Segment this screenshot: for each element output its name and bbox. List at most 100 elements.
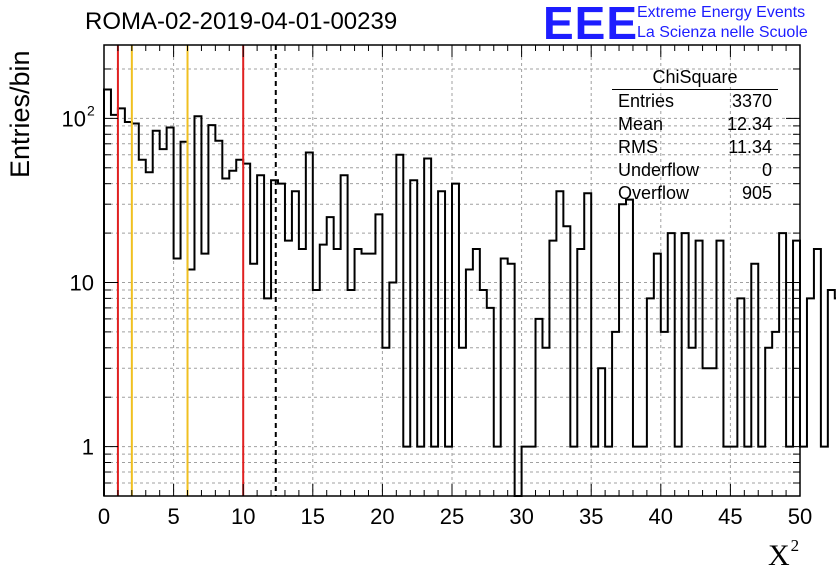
histogram-bin <box>765 348 772 496</box>
histogram-bin <box>271 180 278 496</box>
histogram-bin <box>612 332 619 496</box>
x-tick-label: 0 <box>98 504 110 529</box>
histogram-bin <box>786 447 793 496</box>
histogram-bin <box>410 180 417 496</box>
histogram-bin <box>779 233 786 496</box>
x-tick-label: 50 <box>788 504 812 529</box>
stats-value: 12.34 <box>726 114 772 134</box>
histogram-bin <box>382 348 389 496</box>
histogram-bin <box>292 191 299 496</box>
stats-row-entries: Entries 3370 <box>612 90 778 113</box>
histogram-bin <box>222 179 229 496</box>
histogram-bin <box>737 298 744 496</box>
histogram-bin <box>424 158 431 496</box>
histogram-bin <box>153 131 160 496</box>
histogram-bin <box>675 447 682 496</box>
x-axis-label-base: X <box>768 539 790 572</box>
histogram-bin <box>501 259 508 496</box>
histogram-bin <box>542 348 549 496</box>
histogram-bin <box>668 233 675 496</box>
x-tick-label: 5 <box>167 504 179 529</box>
stats-box: ChiSquare Entries 3370 Mean 12.34 RMS 11.34… <box>612 66 778 205</box>
histogram-bin <box>494 447 501 496</box>
histogram-bin <box>125 122 132 496</box>
histogram-bin <box>633 447 640 496</box>
histogram-bin <box>459 348 466 496</box>
histogram-bin <box>591 447 598 496</box>
histogram-bin <box>257 175 264 496</box>
histogram-bin <box>716 241 723 496</box>
x-tick-label: 30 <box>509 504 533 529</box>
histogram-bin <box>348 290 355 496</box>
histogram-bin <box>313 290 320 496</box>
histogram-bin <box>201 254 208 496</box>
histogram-bin <box>807 298 814 496</box>
histogram-bin <box>250 264 257 496</box>
histogram-bin <box>814 249 821 496</box>
histogram-bin <box>522 447 529 496</box>
histogram-bin <box>536 319 543 496</box>
histogram-bin <box>167 127 174 496</box>
histogram-bin <box>160 149 167 496</box>
histogram-bin <box>626 200 633 496</box>
logo-line-2: La Scienza nelle Scuole <box>637 24 808 41</box>
histogram-bin <box>208 125 215 496</box>
histogram-bin <box>355 249 362 496</box>
histogram-bin <box>730 447 737 496</box>
histogram-bin <box>299 249 306 496</box>
histogram-bin <box>320 245 327 496</box>
histogram-bin <box>563 226 570 496</box>
histogram-bin <box>772 332 779 496</box>
histogram-bin <box>264 298 271 496</box>
chart-title: ROMA-02-2019-04-01-00239 <box>85 8 398 35</box>
y-tick-label: 10 <box>62 106 86 131</box>
y-tick-label: 10 <box>70 270 94 295</box>
histogram-bin <box>647 298 654 496</box>
histogram-bin <box>556 191 563 496</box>
histogram-bin <box>703 368 710 496</box>
x-tick-label: 25 <box>440 504 464 529</box>
histogram-bin <box>682 233 689 496</box>
histogram-bin <box>640 447 647 496</box>
stats-label: Entries <box>618 91 675 111</box>
stats-label: Overflow <box>618 183 690 203</box>
histogram-bin <box>570 447 577 496</box>
stats-value: 0 <box>761 160 772 180</box>
histogram-bin <box>661 332 668 496</box>
x-axis-label-superscript: 2 <box>790 536 800 555</box>
histogram-bin <box>285 241 292 496</box>
histogram-bin <box>696 241 703 496</box>
stats-row-overflow: Overflow 905 <box>612 182 778 205</box>
histogram-bin <box>341 175 348 496</box>
stats-row-underflow: Underflow 0 <box>612 159 778 182</box>
x-axis-label: X2 <box>768 536 799 573</box>
x-tick-label: 20 <box>370 504 394 529</box>
histogram-bin <box>529 447 536 496</box>
histogram-bin <box>549 241 556 496</box>
stats-row-rms: RMS 11.34 <box>612 136 778 159</box>
x-tick-label: 35 <box>579 504 603 529</box>
histogram-bin <box>146 172 153 496</box>
histogram-bin <box>403 447 410 496</box>
histogram-bin <box>473 249 480 496</box>
histogram-bin <box>243 164 250 496</box>
logo-line-1: Extreme Energy Events <box>637 4 806 21</box>
histogram-bin <box>306 152 313 496</box>
histogram-bin <box>188 269 195 496</box>
histogram-bin <box>194 116 201 496</box>
stats-label: Mean <box>618 114 664 134</box>
histogram-bin <box>577 249 584 496</box>
stats-value: 905 <box>741 183 772 203</box>
y-tick-label-exponent: 2 <box>87 102 95 118</box>
histogram-bin <box>723 447 730 496</box>
histogram-bin <box>508 264 515 496</box>
histogram-bin <box>118 108 125 496</box>
histogram-bin <box>181 142 188 496</box>
histogram-bin <box>132 124 139 496</box>
histogram-bin <box>452 184 459 496</box>
stats-row-mean: Mean 12.34 <box>612 113 778 136</box>
x-tick-label: 45 <box>718 504 742 529</box>
stats-label: Underflow <box>618 160 700 180</box>
histogram-bin <box>431 447 438 496</box>
histogram-bin <box>229 171 236 496</box>
